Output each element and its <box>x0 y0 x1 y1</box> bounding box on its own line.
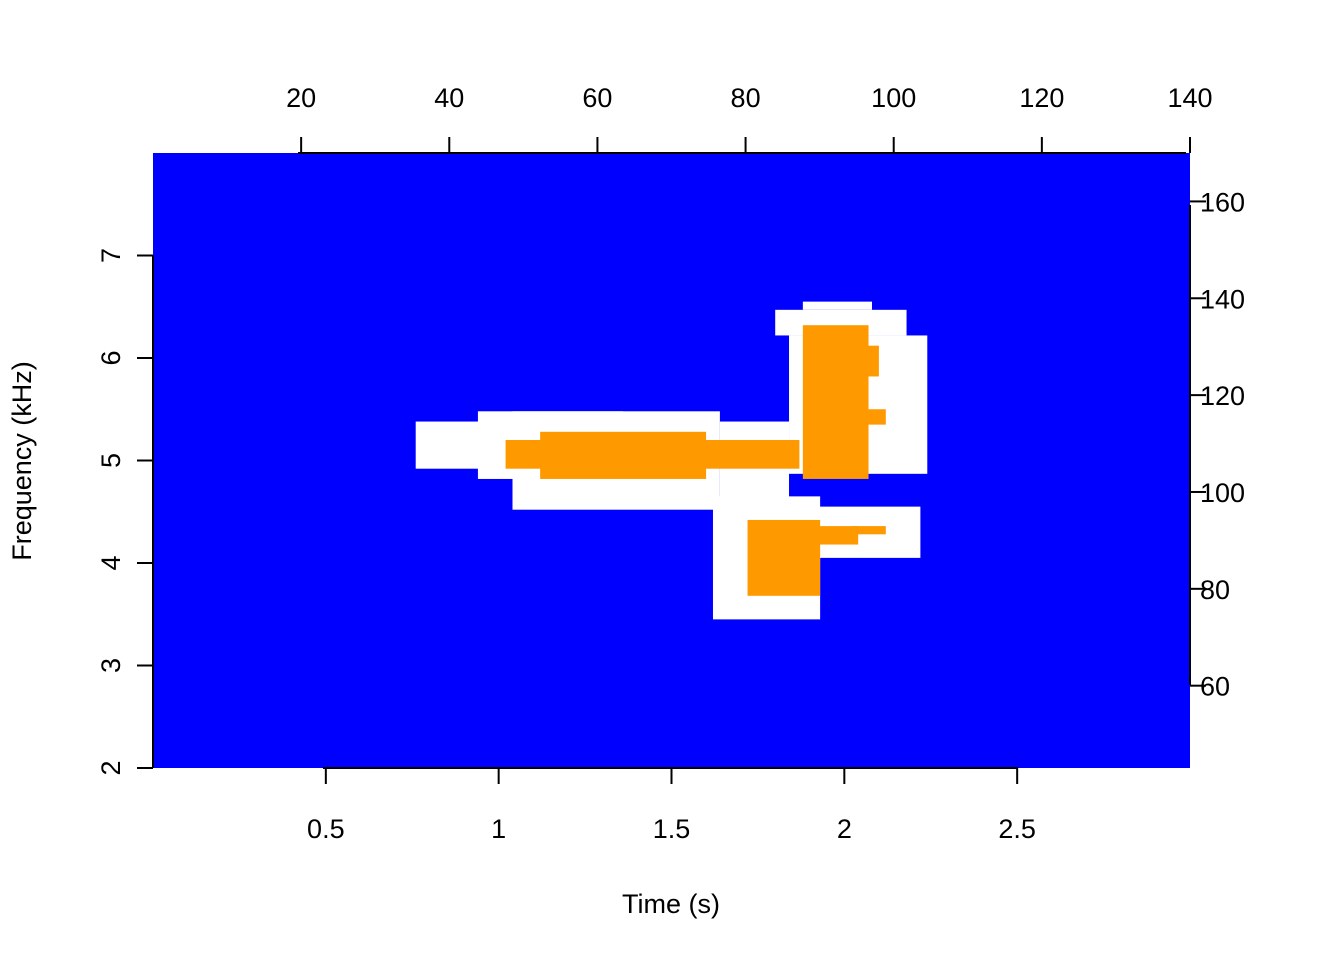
right-tick-label: 60 <box>1200 672 1230 702</box>
left-axis: 2 3 4 5 6 7 Frequency (kHz) <box>7 248 154 776</box>
y-tick-label: 2 <box>96 760 126 775</box>
top-axis: 20 40 60 80 100 120 140 <box>286 83 1213 154</box>
top-tick-label: 40 <box>434 83 464 113</box>
bottom-axis: 0.5 1 1.5 2 2.5 Time (s) <box>307 767 1036 919</box>
detection-region <box>858 409 886 425</box>
right-tick-label: 160 <box>1200 187 1245 217</box>
top-tick-label: 20 <box>286 83 316 113</box>
right-tick-label: 100 <box>1200 478 1245 508</box>
detection-region <box>851 526 886 535</box>
y-tick-label: 6 <box>96 350 126 365</box>
top-tick-label: 60 <box>582 83 612 113</box>
right-tick-label: 140 <box>1200 284 1245 314</box>
margin-region <box>802 301 872 310</box>
y-tick-label: 3 <box>96 658 126 673</box>
detection-regions <box>505 325 886 596</box>
x-tick-label: 0.5 <box>307 814 345 844</box>
x-axis-title: Time (s) <box>622 889 720 919</box>
x-tick-label: 1.5 <box>653 814 691 844</box>
top-tick-label: 100 <box>871 83 916 113</box>
top-tick-label: 120 <box>1019 83 1064 113</box>
x-tick-label: 2 <box>837 814 852 844</box>
top-tick-label: 80 <box>731 83 761 113</box>
detection-region <box>802 526 859 545</box>
detection-region <box>844 345 879 377</box>
right-tick-label: 120 <box>1200 381 1245 411</box>
detection-region <box>540 431 707 479</box>
y-tick-label: 7 <box>96 248 126 263</box>
x-tick-label: 1 <box>491 814 506 844</box>
top-tick-label: 140 <box>1167 83 1212 113</box>
y-tick-label: 5 <box>96 453 126 468</box>
x-tick-label: 2.5 <box>998 814 1036 844</box>
y-tick-label: 4 <box>96 555 126 570</box>
y-axis-title: Frequency (kHz) <box>7 361 37 561</box>
right-tick-label: 80 <box>1200 575 1230 605</box>
right-axis: 60 80 100 120 140 160 <box>1189 187 1245 702</box>
